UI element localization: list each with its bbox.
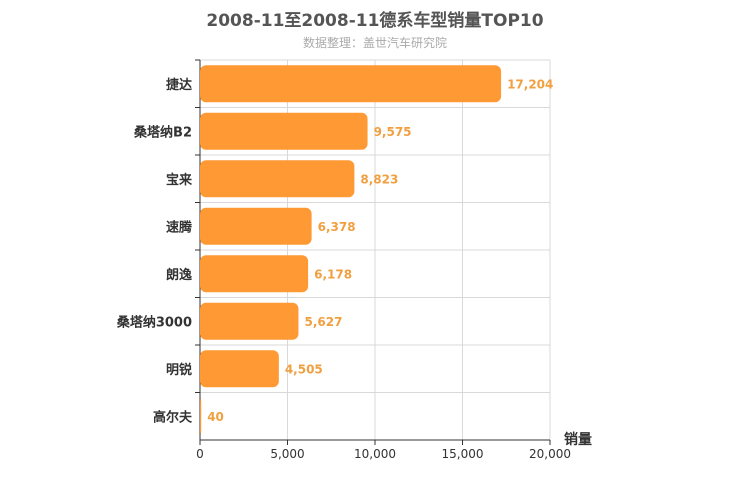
- data-label: 40: [207, 410, 224, 424]
- data-label: 6,178: [314, 267, 352, 281]
- chart-subtitle: 数据整理：盖世汽车研究院: [302, 36, 447, 50]
- bar: [200, 65, 502, 103]
- category-label: 桑塔纳3000: [116, 314, 192, 330]
- bar: [200, 160, 355, 198]
- chart-title: 2008-11至2008-11德系车型销量TOP10: [206, 11, 544, 31]
- data-label: 6,378: [318, 220, 356, 234]
- bar: [200, 302, 299, 340]
- x-axis-label: 销量: [564, 431, 592, 448]
- bar: [200, 112, 368, 150]
- x-tick-label: 0: [196, 447, 204, 461]
- data-label: 5,627: [304, 315, 342, 329]
- category-label: 朗逸: [166, 267, 192, 283]
- data-label: 9,575: [374, 125, 412, 139]
- category-label: 速腾: [166, 219, 193, 235]
- category-label: 高尔夫: [153, 409, 193, 425]
- category-label: 宝来: [166, 172, 193, 188]
- x-tick-label: 15,000: [442, 447, 484, 461]
- bar: [200, 207, 312, 245]
- x-tick-label: 20,000: [529, 447, 571, 461]
- bar: [200, 255, 309, 293]
- x-tick-label: 5,000: [270, 447, 304, 461]
- bar: [200, 350, 279, 388]
- category-label: 捷达: [166, 77, 192, 93]
- category-label: 明锐: [166, 362, 192, 378]
- data-label: 8,823: [360, 172, 398, 186]
- data-label: 4,505: [285, 362, 323, 376]
- x-tick-label: 10,000: [354, 447, 396, 461]
- data-label: 17,204: [507, 77, 553, 91]
- bar: [200, 397, 202, 435]
- category-label: 桑塔纳B2: [133, 124, 192, 140]
